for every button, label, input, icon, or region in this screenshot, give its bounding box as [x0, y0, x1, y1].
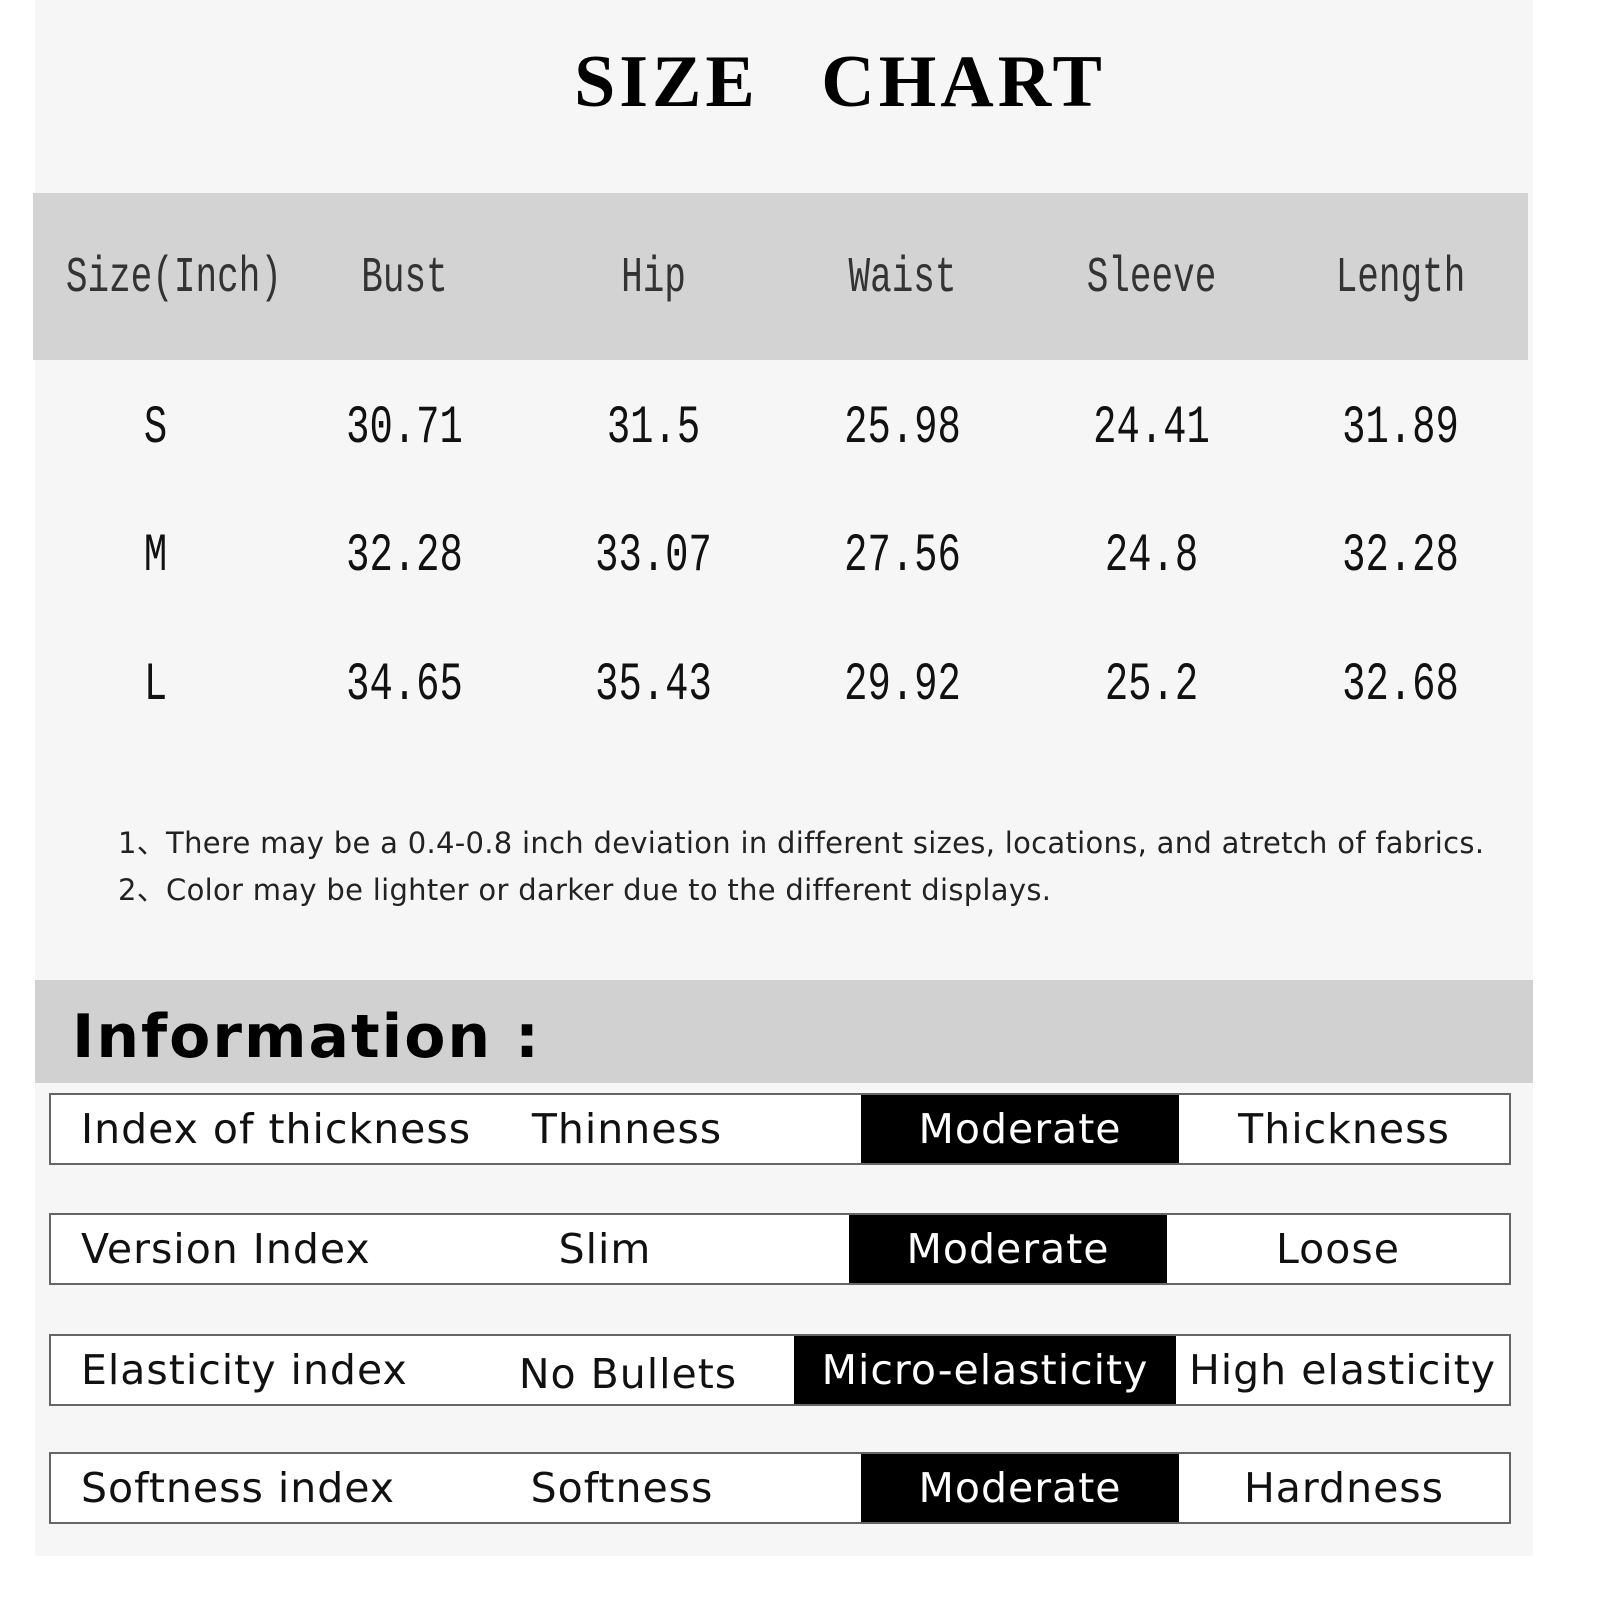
table-cell: 32.28	[1342, 526, 1459, 587]
table-header-band	[33, 193, 1528, 360]
table-cell: 25.2	[1104, 655, 1199, 716]
size-label: L	[143, 655, 168, 716]
table-cell: 24.8	[1104, 526, 1199, 587]
table-cell: 33.07	[595, 526, 712, 587]
option: High elasticity	[1188, 1346, 1497, 1394]
row-label: Version Index	[81, 1225, 371, 1273]
column-header: Size(Inch)	[65, 250, 282, 307]
option: Softness	[530, 1464, 714, 1512]
size-label: S	[143, 398, 168, 459]
note-2: 2、Color may be lighter or darker due to …	[118, 873, 1052, 907]
option: Thickness	[1238, 1105, 1450, 1153]
row-label: Index of thickness	[81, 1105, 472, 1153]
column-header: Sleeve	[1086, 250, 1217, 307]
info-row-thickness: Index of thickness Thinness Moderate Thi…	[49, 1093, 1511, 1165]
table-cell: 24.41	[1093, 398, 1210, 459]
information-header-band	[35, 980, 1533, 1083]
size-label: M	[143, 526, 168, 587]
option: Slim	[558, 1225, 652, 1273]
option-selected: Moderate	[861, 1454, 1179, 1522]
option-selected: Micro-elasticity	[794, 1336, 1176, 1404]
information-title: Information :	[72, 1002, 542, 1072]
note-1: 1、There may be a 0.4-0.8 inch deviation …	[118, 826, 1485, 860]
table-cell: 35.43	[595, 655, 712, 716]
table-cell: 30.71	[346, 398, 463, 459]
info-row-elasticity: Elasticity index No Bullets Micro-elasti…	[49, 1334, 1511, 1406]
table-cell: 31.89	[1342, 398, 1459, 459]
option-selected: Moderate	[849, 1215, 1167, 1283]
table-cell: 31.5	[606, 398, 701, 459]
table-cell: 32.68	[1342, 655, 1459, 716]
table-cell: 27.56	[844, 526, 961, 587]
info-row-softness: Softness index Softness Moderate Hardnes…	[49, 1452, 1511, 1524]
table-cell: 34.65	[346, 655, 463, 716]
column-header: Waist	[848, 250, 957, 307]
option-selected: Moderate	[861, 1095, 1179, 1163]
column-header: Bust	[361, 250, 448, 307]
page-title: SIZE CHART	[574, 41, 1106, 123]
row-label: Elasticity index	[81, 1346, 408, 1394]
option: Thinness	[531, 1105, 723, 1153]
table-cell: 29.92	[844, 655, 961, 716]
row-label: Softness index	[81, 1464, 396, 1512]
table-cell: 32.28	[346, 526, 463, 587]
info-row-version: Version Index Slim Moderate Loose	[49, 1213, 1511, 1285]
option: Loose	[1276, 1225, 1400, 1273]
column-header: Hip	[621, 250, 686, 307]
option: Hardness	[1243, 1464, 1445, 1512]
column-header: Length	[1335, 250, 1466, 307]
option: No Bullets	[518, 1350, 738, 1398]
table-cell: 25.98	[844, 398, 961, 459]
